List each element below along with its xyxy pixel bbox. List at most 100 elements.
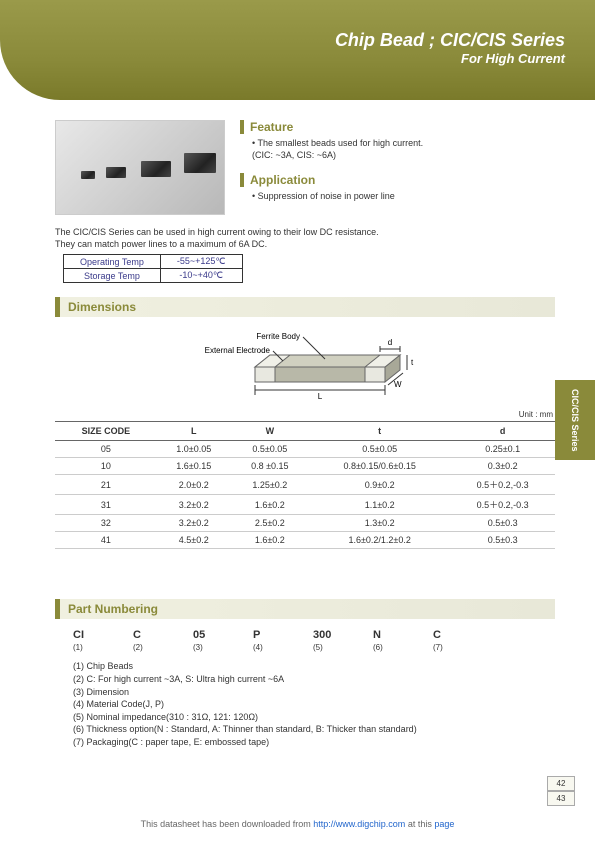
table-row: 101.6±0.150.8 ±0.150.8±0.15/0.6±0.150.3±…	[55, 458, 555, 475]
footer-link-page[interactable]: page	[434, 819, 454, 829]
footer-link-site[interactable]: http://www.digchip.com	[313, 819, 405, 829]
table-row: 414.5±0.21.6±0.21.6±0.2/1.2±0.20.5±0.3	[55, 532, 555, 549]
table-cell: 0.8 ±0.15	[231, 458, 309, 475]
col-header: t	[309, 422, 450, 441]
pn-legend-line: (7) Packaging(C : paper tape, E: embosse…	[73, 736, 555, 749]
pn-code: CI	[73, 629, 103, 641]
col-header: L	[157, 422, 231, 441]
table-cell: 0.8±0.15/0.6±0.15	[309, 458, 450, 475]
table-cell: 31	[55, 495, 157, 515]
table-cell: 1.3±0.2	[309, 515, 450, 532]
side-tab: CIC/CIS Series	[555, 380, 595, 460]
unit-label: Unit : mm	[55, 410, 555, 419]
pn-index: (4)	[253, 643, 283, 652]
page-number-box: 42 43	[547, 776, 575, 806]
feature-line: (CIC: ~3A, CIS: ~6A)	[252, 150, 555, 162]
table-cell: 2.5±0.2	[231, 515, 309, 532]
table-row: Storage Temp -10~+40℃	[64, 269, 243, 283]
table-cell: 0.5±0.3	[450, 515, 555, 532]
feature-line: • The smallest beads used for high curre…	[252, 138, 555, 150]
pn-code: C	[433, 629, 463, 641]
table-row: 313.2±0.21.6±0.21.1±0.20.5＋0.2,-0.3	[55, 495, 555, 515]
temp-label: Storage Temp	[64, 269, 161, 283]
table-cell: 0.3±0.2	[450, 458, 555, 475]
electrode-label: External Electrode	[205, 346, 271, 355]
pn-index: (1)	[73, 643, 103, 652]
feature-heading: Feature	[240, 120, 555, 134]
table-cell: 41	[55, 532, 157, 549]
application-block: Application • Suppression of noise in po…	[240, 173, 555, 203]
table-cell: 1.1±0.2	[309, 495, 450, 515]
partnum-heading: Part Numbering	[55, 599, 555, 619]
temperature-table: Operating Temp -55~+125℃ Storage Temp -1…	[63, 254, 243, 283]
table-header-row: SIZE CODE L W t d	[55, 422, 555, 441]
table-cell: 1.0±0.05	[157, 441, 231, 458]
pn-index: (6)	[373, 643, 403, 652]
pn-legend-line: (3) Dimension	[73, 686, 555, 699]
table-cell: 3.2±0.2	[157, 515, 231, 532]
content-area: Feature • The smallest beads used for hi…	[0, 100, 595, 749]
pn-code: 05	[193, 629, 223, 641]
table-cell: 1.6±0.15	[157, 458, 231, 475]
table-cell: 4.5±0.2	[157, 532, 231, 549]
partnum-codes: CIC05P300NC	[73, 629, 555, 641]
pn-code: C	[133, 629, 163, 641]
pn-legend-line: (2) C: For high current ~3A, S: Ultra hi…	[73, 673, 555, 686]
top-row: Feature • The smallest beads used for hi…	[55, 120, 555, 215]
temp-label: Operating Temp	[64, 255, 161, 269]
page-subtitle: For High Current	[335, 51, 565, 66]
table-cell: 32	[55, 515, 157, 532]
partnum-legend: (1) Chip Beads(2) C: For high current ~3…	[73, 660, 555, 748]
dimensions-table: SIZE CODE L W t d 051.0±0.050.5±0.05 0.5±…	[55, 421, 555, 549]
table-row: 323.2±0.22.5±0.21.3±0.20.5±0.3	[55, 515, 555, 532]
pn-index: (5)	[313, 643, 343, 652]
table-cell: 3.2±0.2	[157, 495, 231, 515]
intro-text: The CIC/CIS Series can be used in high c…	[55, 227, 555, 250]
table-cell: 21	[55, 475, 157, 495]
chip-diagram-svg: L W t d Ferrite Body External Electrode	[165, 327, 445, 402]
partnum-indices: (1)(2)(3)(4)(5)(6)(7)	[73, 643, 555, 652]
part-numbering-block: Part Numbering CIC05P300NC (1)(2)(3)(4)(…	[55, 599, 555, 748]
pn-legend-line: (6) Thickness option(N : Standard, A: Th…	[73, 723, 555, 736]
dim-W-label: W	[394, 380, 402, 389]
ferrite-label: Ferrite Body	[256, 332, 300, 341]
table-cell: 0.9±0.2	[309, 475, 450, 495]
footer: This datasheet has been downloaded from …	[0, 819, 595, 829]
temp-value: -55~+125℃	[160, 255, 242, 269]
table-row: Operating Temp -55~+125℃	[64, 255, 243, 269]
footer-text: This datasheet has been downloaded from	[141, 819, 314, 829]
table-cell: 2.0±0.2	[157, 475, 231, 495]
table-cell: 0.25±0.1	[450, 441, 555, 458]
application-heading: Application	[240, 173, 555, 187]
application-line: • Suppression of noise in power line	[252, 191, 555, 203]
pn-legend-line: (5) Nominal impedance(310 : 31Ω, 121: 12…	[73, 711, 555, 724]
pn-index: (2)	[133, 643, 163, 652]
page-num-bottom: 43	[547, 791, 575, 806]
table-cell: 1.6±0.2	[231, 532, 309, 549]
product-photo	[55, 120, 225, 215]
col-header: W	[231, 422, 309, 441]
table-cell: 1.25±0.2	[231, 475, 309, 495]
col-header: SIZE CODE	[55, 422, 157, 441]
pn-legend-line: (4) Material Code(J, P)	[73, 698, 555, 711]
pn-code: 300	[313, 629, 343, 641]
table-cell: 05	[55, 441, 157, 458]
table-cell: 0.5±0.05	[231, 441, 309, 458]
feature-block: Feature • The smallest beads used for hi…	[240, 120, 555, 161]
table-cell: 10	[55, 458, 157, 475]
dim-t-label: t	[411, 358, 414, 367]
table-cell: 0.5＋0.2,-0.3	[450, 475, 555, 495]
intro-line: The CIC/CIS Series can be used in high c…	[55, 227, 555, 239]
pn-legend-line: (1) Chip Beads	[73, 660, 555, 673]
page-num-top: 42	[547, 776, 575, 791]
table-row: 212.0±0.21.25±0.20.9±0.20.5＋0.2,-0.3	[55, 475, 555, 495]
intro-line: They can match power lines to a maximum …	[55, 239, 555, 251]
temp-value: -10~+40℃	[160, 269, 242, 283]
dim-L-label: L	[318, 392, 323, 401]
pn-code: N	[373, 629, 403, 641]
application-body: • Suppression of noise in power line	[240, 191, 555, 203]
dimension-diagram: L W t d Ferrite Body External Electrode	[55, 327, 555, 402]
table-cell: 0.5±0.3	[450, 532, 555, 549]
table-cell: 1.6±0.2	[231, 495, 309, 515]
feature-body: • The smallest beads used for high curre…	[240, 138, 555, 161]
